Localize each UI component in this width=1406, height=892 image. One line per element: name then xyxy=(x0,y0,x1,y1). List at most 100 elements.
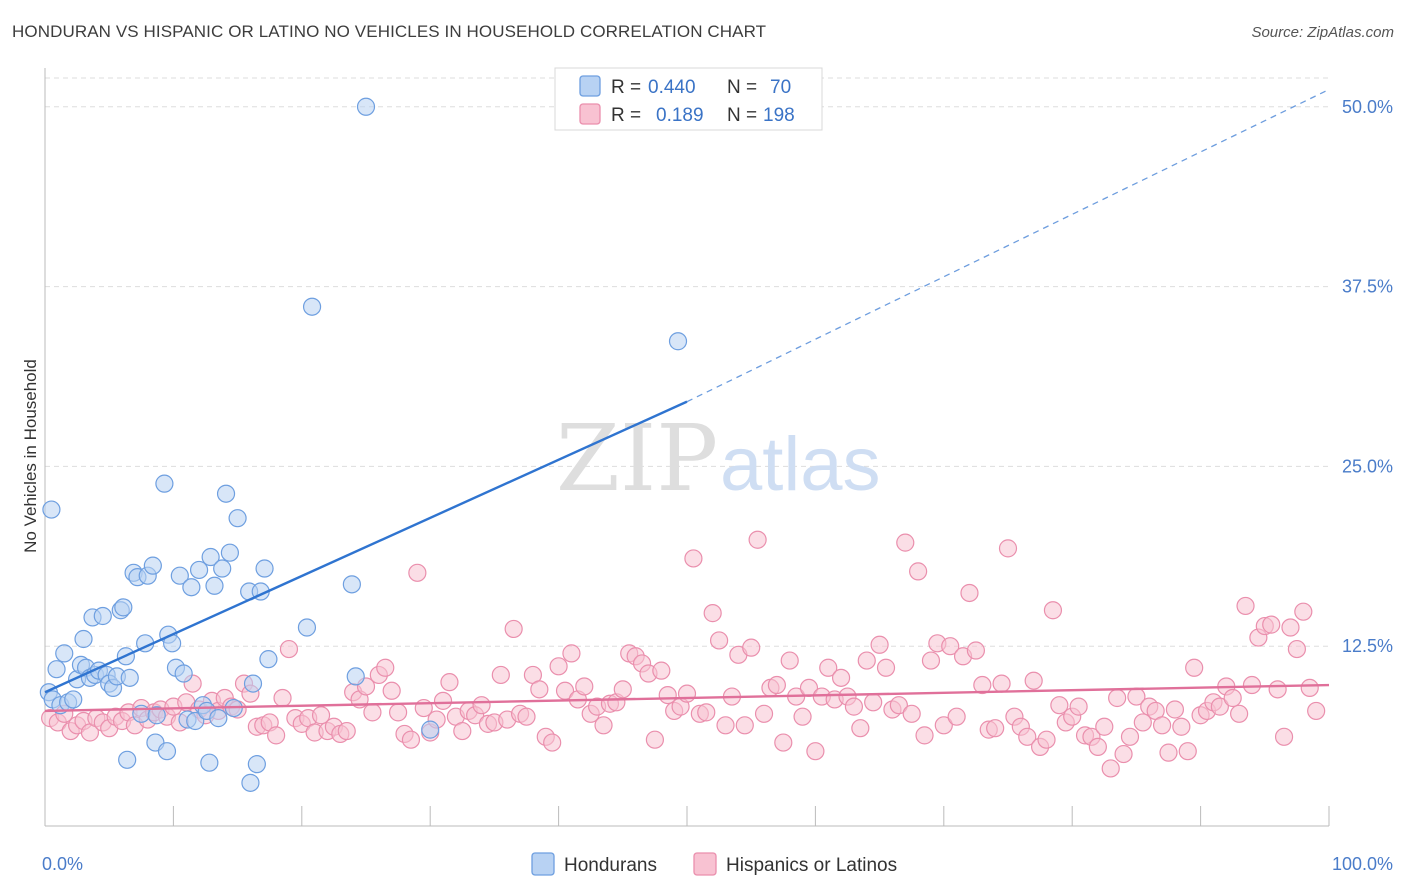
honduran-point xyxy=(143,556,162,575)
hispanic-point xyxy=(1108,688,1127,708)
hispanic-point xyxy=(1024,671,1043,690)
hispanic-point xyxy=(543,733,562,752)
hispanic-point xyxy=(1307,701,1326,721)
hispanic-point xyxy=(941,637,960,656)
hispanic-point xyxy=(1069,697,1088,716)
hispanic-point xyxy=(703,604,722,623)
hispanic-point xyxy=(1242,675,1262,695)
hispanic-point xyxy=(1172,717,1191,736)
honduran-point xyxy=(255,559,274,578)
hispanic-point xyxy=(748,530,767,549)
hispanic-point xyxy=(1159,743,1178,762)
hispanic-point xyxy=(947,707,966,726)
hispanic-point xyxy=(960,583,979,603)
stats-r-label: R = xyxy=(611,105,641,126)
hispanic-point xyxy=(735,716,754,735)
hispanic-point xyxy=(1230,704,1249,723)
hispanic-point xyxy=(1268,680,1287,699)
honduran-point xyxy=(74,629,93,649)
stats-r-label: R = xyxy=(611,77,641,98)
stats-legend-swatch-pink xyxy=(579,103,601,125)
hispanic-point xyxy=(1114,744,1133,764)
hispanic-point xyxy=(767,675,786,695)
honduran-trend-line xyxy=(44,400,688,694)
y-tick-label: 50.0% xyxy=(1342,97,1393,117)
y-tick-label: 12.5% xyxy=(1342,636,1393,656)
hispanic-point xyxy=(1281,618,1300,637)
y-tick-label: 37.5% xyxy=(1342,277,1393,297)
hispanic-point xyxy=(1101,759,1120,778)
hispanic-point xyxy=(440,673,459,692)
hispanic-point xyxy=(1152,716,1172,735)
honduran-point xyxy=(220,543,239,562)
stats-n-value-blue: 70 xyxy=(770,77,791,98)
legend-label-hondurans: Hondurans xyxy=(564,855,657,876)
honduran-point xyxy=(259,650,278,669)
stats-n-value-pink: 198 xyxy=(763,105,795,126)
hispanic-point xyxy=(889,696,908,715)
honduran-point xyxy=(186,711,205,731)
hispanic-point xyxy=(1165,700,1185,719)
hispanic-point xyxy=(831,668,851,687)
honduran-point xyxy=(243,674,263,693)
honduran-point xyxy=(216,484,236,503)
hispanic-point xyxy=(902,704,921,723)
hispanic-point xyxy=(1178,742,1197,761)
hispanic-point xyxy=(1223,688,1242,708)
hispanic-point xyxy=(864,693,883,712)
hispanic-point xyxy=(774,733,793,752)
honduran-point xyxy=(55,644,74,663)
honduran-point xyxy=(42,500,61,519)
honduran-point xyxy=(189,560,209,580)
x-tick-label-right: 100.0% xyxy=(1332,854,1393,874)
honduran-point xyxy=(213,559,232,578)
hispanic-point xyxy=(819,658,838,677)
hispanic-point xyxy=(549,657,568,676)
hispanic-point xyxy=(1236,596,1255,616)
hispanic-point xyxy=(806,742,825,761)
honduran-point xyxy=(228,509,247,528)
honduran-point xyxy=(147,706,166,725)
stats-n-label: N = xyxy=(727,105,757,126)
hispanic-point xyxy=(1185,658,1204,677)
hispanic-point xyxy=(1133,713,1152,732)
hispanic-point xyxy=(389,703,408,722)
hispanic-trend-line xyxy=(44,683,1330,713)
hispanic-point xyxy=(909,562,928,581)
hispanic-point xyxy=(363,703,382,722)
hispanic-point xyxy=(716,716,735,735)
hispanic-point xyxy=(472,696,491,715)
y-axis-label: No Vehicles in Household xyxy=(21,359,40,553)
honduran-point xyxy=(342,575,361,594)
honduran-point xyxy=(120,668,139,687)
watermark-atlas: atlas xyxy=(720,422,881,507)
hispanic-point xyxy=(453,721,472,741)
honduran-point xyxy=(93,606,112,626)
hispanic-point xyxy=(966,641,986,660)
hispanic-point xyxy=(1262,615,1281,634)
hispanic-point xyxy=(870,635,889,654)
hispanic-point xyxy=(915,726,934,745)
stats-legend-swatch-blue xyxy=(579,75,601,97)
hispanic-point xyxy=(645,730,665,749)
hispanic-point xyxy=(1043,601,1063,620)
honduran-point xyxy=(114,598,133,617)
hispanic-point xyxy=(851,719,870,738)
hispanic-point xyxy=(267,726,286,745)
watermark-zip: ZIP xyxy=(556,405,718,512)
honduran-point xyxy=(302,297,322,316)
honduran-point xyxy=(174,664,193,683)
honduran-point xyxy=(201,547,220,567)
series-legend: Hondurans Hispanics or Latinos xyxy=(531,852,897,876)
hispanic-point xyxy=(1037,730,1056,749)
hispanic-point xyxy=(1095,717,1114,736)
hispanic-point xyxy=(1018,727,1037,746)
honduran-point xyxy=(64,690,83,709)
hispanic-point xyxy=(709,631,729,650)
hispanic-point xyxy=(376,658,395,677)
hispanic-point xyxy=(1294,602,1313,621)
stats-n-label: N = xyxy=(727,77,757,98)
legend-swatch-hispanics xyxy=(693,852,717,876)
honduran-points xyxy=(39,97,688,792)
stats-legend: R = 0.440 N = 70 R = 0.189 N = 198 xyxy=(554,67,823,131)
